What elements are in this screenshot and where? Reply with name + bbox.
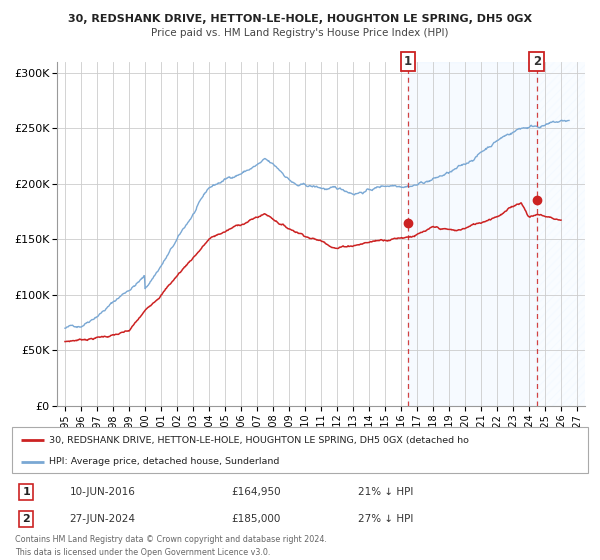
Text: Price paid vs. HM Land Registry's House Price Index (HPI): Price paid vs. HM Land Registry's House … <box>151 28 449 38</box>
Text: Contains HM Land Registry data © Crown copyright and database right 2024.: Contains HM Land Registry data © Crown c… <box>15 535 327 544</box>
Text: 21% ↓ HPI: 21% ↓ HPI <box>358 487 413 497</box>
Bar <box>408 62 537 406</box>
Text: 1: 1 <box>23 487 30 497</box>
Text: 2: 2 <box>533 55 541 68</box>
Bar <box>537 62 585 406</box>
Text: 30, REDSHANK DRIVE, HETTON-LE-HOLE, HOUGHTON LE SPRING, DH5 0GX: 30, REDSHANK DRIVE, HETTON-LE-HOLE, HOUG… <box>68 14 532 24</box>
Text: 27-JUN-2024: 27-JUN-2024 <box>70 514 136 524</box>
Text: £164,950: £164,950 <box>231 487 281 497</box>
Text: 10-JUN-2016: 10-JUN-2016 <box>70 487 136 497</box>
Text: £185,000: £185,000 <box>231 514 280 524</box>
Text: 27% ↓ HPI: 27% ↓ HPI <box>358 514 413 524</box>
Text: This data is licensed under the Open Government Licence v3.0.: This data is licensed under the Open Gov… <box>15 548 271 557</box>
Text: HPI: Average price, detached house, Sunderland: HPI: Average price, detached house, Sund… <box>49 457 280 466</box>
Text: 30, REDSHANK DRIVE, HETTON-LE-HOLE, HOUGHTON LE SPRING, DH5 0GX (detached ho: 30, REDSHANK DRIVE, HETTON-LE-HOLE, HOUG… <box>49 436 469 445</box>
Text: 1: 1 <box>404 55 412 68</box>
Text: 2: 2 <box>23 514 30 524</box>
